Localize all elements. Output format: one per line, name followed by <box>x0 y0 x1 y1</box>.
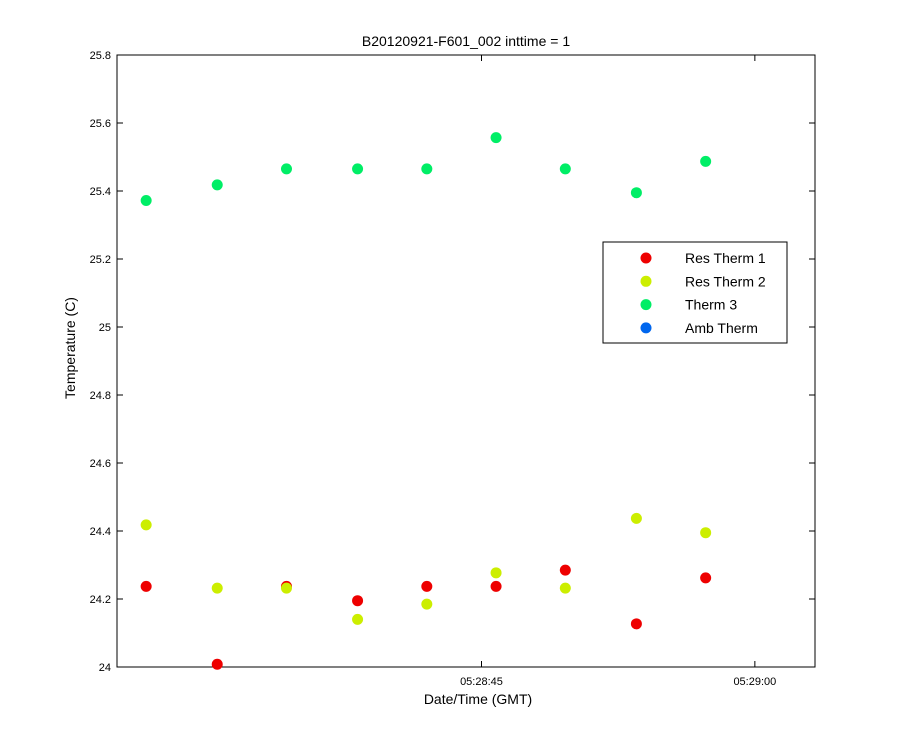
legend-label: Therm 3 <box>685 297 737 313</box>
data-point <box>700 527 712 539</box>
data-points <box>140 132 712 670</box>
data-point <box>559 582 571 594</box>
data-point <box>352 163 364 175</box>
data-point <box>559 564 571 576</box>
y-tick-label: 24 <box>99 662 111 674</box>
data-point <box>140 195 152 207</box>
y-tick-label: 24.2 <box>90 594 111 606</box>
data-point <box>140 519 152 531</box>
data-point <box>421 580 433 592</box>
legend-label: Res Therm 1 <box>685 250 766 266</box>
y-tick-label: 24.6 <box>90 458 111 470</box>
data-point <box>700 155 712 167</box>
data-point <box>280 163 292 175</box>
data-point <box>630 187 642 199</box>
data-point <box>211 179 223 191</box>
legend-marker <box>640 322 652 334</box>
y-tick-label: 25 <box>99 322 111 334</box>
x-tick-label: 05:28:45 <box>460 676 503 688</box>
y-axis-ticks: 24 24.2 24.4 24.6 24.8 25 25.2 25.4 25.6 25.8 <box>90 50 815 674</box>
y-tick-label: 25.2 <box>90 254 111 266</box>
y-tick-label: 25.6 <box>90 118 111 130</box>
y-tick-label: 25.8 <box>90 50 111 62</box>
data-point <box>490 132 502 144</box>
data-point <box>630 618 642 630</box>
data-point <box>280 582 292 594</box>
y-tick-label: 24.4 <box>90 526 111 538</box>
data-point <box>421 163 433 175</box>
legend: Res Therm 1 Res Therm 2 Therm 3 Amb Therm <box>602 241 788 344</box>
x-axis-ticks: 05:28:45 05:29:00 <box>460 55 776 688</box>
legend-label: Amb Therm <box>685 320 758 336</box>
x-axis-label: Date/Time (GMT) <box>424 691 532 707</box>
legend-label: Res Therm 2 <box>685 273 766 289</box>
y-axis-label: Temperature (C) <box>62 297 78 399</box>
data-point <box>700 572 712 584</box>
plot-area <box>116 54 816 668</box>
data-point <box>630 512 642 524</box>
data-point <box>352 613 364 625</box>
chart-title: B20120921-F601_002 inttime = 1 <box>362 33 570 49</box>
data-point <box>140 580 152 592</box>
legend-marker <box>640 299 652 311</box>
y-tick-label: 25.4 <box>90 186 111 198</box>
legend-marker <box>640 275 652 287</box>
data-point <box>352 595 364 607</box>
data-point <box>211 658 223 670</box>
data-point <box>421 598 433 610</box>
legend-box <box>602 241 788 344</box>
y-tick-label: 24.8 <box>90 390 111 402</box>
legend-marker <box>640 252 652 264</box>
data-point <box>211 582 223 594</box>
data-point <box>559 163 571 175</box>
x-tick-label: 05:29:00 <box>733 676 776 688</box>
data-point <box>490 567 502 579</box>
data-point <box>490 580 502 592</box>
